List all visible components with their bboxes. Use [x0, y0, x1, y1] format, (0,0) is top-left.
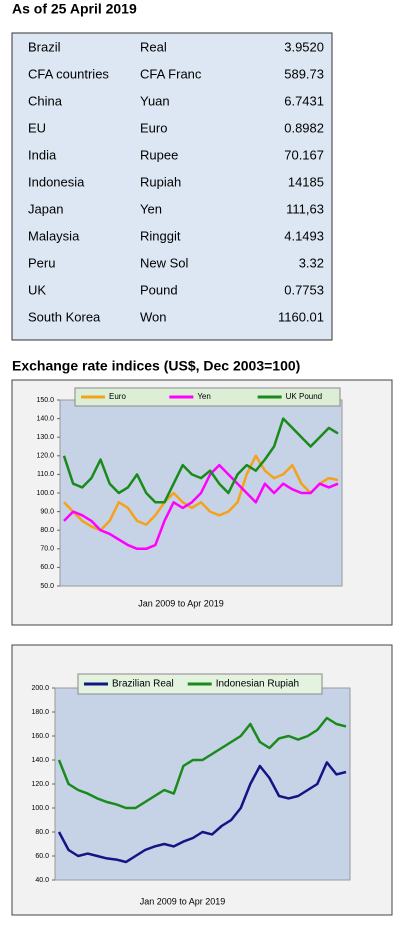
table-cell: UK [28, 282, 46, 297]
legend-label: Indonesian Rupiah [216, 679, 299, 690]
legend-label: Brazilian Real [112, 679, 174, 690]
chart-title: Exchange rate indices (US$, Dec 2003=100… [12, 358, 300, 374]
table-cell: Peru [28, 255, 55, 270]
y-tick-label: 110.0 [37, 471, 54, 478]
page-title: As of 25 April 2019 [12, 1, 137, 17]
y-tick-label: 80.0 [40, 527, 54, 534]
table-cell: CFA countries [28, 66, 109, 81]
y-tick-label: 180.0 [31, 709, 49, 716]
table-cell: Malaysia [28, 228, 80, 243]
y-tick-label: 140.0 [36, 415, 54, 422]
table-box [11, 32, 333, 341]
x-axis-caption: Jan 2009 to Apr 2019 [140, 896, 226, 906]
y-tick-label: 90.0 [40, 508, 54, 515]
table-cell: 3.9520 [284, 39, 324, 54]
table-cell: 70.167 [284, 147, 324, 162]
table-cell: Ringgit [140, 228, 181, 243]
table-cell: 14185 [288, 174, 324, 189]
y-tick-label: 200.0 [31, 685, 49, 692]
table-cell: South Korea [28, 309, 101, 324]
legend-label: Yen [197, 392, 211, 401]
legend-label: UK Pound [286, 392, 322, 401]
plot-area [54, 687, 351, 881]
y-tick-label: 100.0 [36, 490, 54, 497]
legend-label: Euro [109, 392, 126, 401]
series-line [62, 417, 339, 504]
y-tick-label: 160.0 [31, 733, 49, 740]
table-cell: EU [28, 120, 46, 135]
table-cell: Won [140, 309, 167, 324]
table-cell: CFA Franc [140, 66, 202, 81]
table-cell: Euro [140, 120, 167, 135]
table-cell: Indonesia [28, 174, 85, 189]
y-tick-label: 60.0 [40, 564, 54, 571]
table-cell: Real [140, 39, 167, 54]
table-cell: 111,63 [286, 201, 324, 216]
table-cell: Yen [140, 201, 162, 216]
table: Brazil Real 3.9520 CFA countries CFA Franc 58… [28, 39, 324, 324]
y-tick-label: 120.0 [36, 453, 54, 460]
y-tick-label: 150.0 [36, 397, 54, 404]
y-tick-label: 120.0 [31, 781, 49, 788]
table-cell: 589.73 [284, 66, 324, 81]
table-cell: Pound [140, 282, 178, 297]
charts: Exchange rate indices (US$, Dec 2003=100… [11, 358, 393, 916]
x-axis-caption: Jan 2009 to Apr 2019 [138, 598, 224, 608]
table-cell: 3.32 [299, 255, 324, 270]
y-tick-label: 40.0 [35, 877, 49, 884]
table-cell: India [28, 147, 57, 162]
legend-box [74, 387, 341, 407]
series-line [63, 454, 339, 532]
table-cell: Japan [28, 201, 63, 216]
table-cell: 0.7753 [284, 282, 324, 297]
table-cell: Brazil [28, 39, 61, 54]
table-cell: Rupee [140, 147, 178, 162]
y-tick-label: 130.0 [36, 434, 54, 441]
table-cell: 0.8982 [284, 120, 324, 135]
y-tick-label: 70.0 [40, 546, 54, 553]
y-tick-label: 100.0 [31, 805, 49, 812]
y-tick-label: 60.0 [35, 853, 49, 860]
series-line [63, 463, 339, 551]
y-tick-label: 80.0 [35, 829, 49, 836]
table-cell: 4.1493 [284, 228, 324, 243]
table-cell: New Sol [140, 255, 189, 270]
y-tick-label: 140.0 [31, 757, 49, 764]
table-cell: Yuan [140, 93, 170, 108]
table-cell: 6.7431 [284, 93, 324, 108]
table-cell: 1160.01 [278, 309, 324, 324]
table-cell: Rupiah [140, 174, 181, 189]
table-cell: China [28, 93, 63, 108]
series-line [57, 761, 347, 864]
series-line [57, 716, 347, 810]
y-tick-label: 50.0 [40, 583, 54, 590]
